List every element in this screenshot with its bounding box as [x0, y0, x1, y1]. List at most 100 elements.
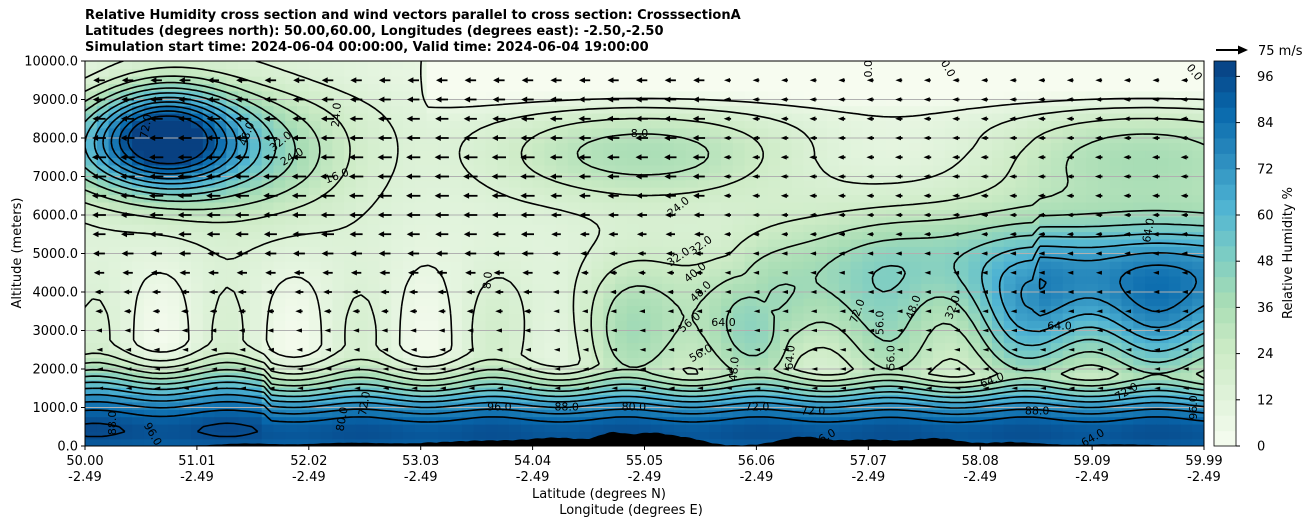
field-cell — [308, 275, 322, 284]
field-cell — [238, 231, 251, 240]
field-cell — [379, 216, 393, 225]
field-cell — [438, 342, 451, 351]
field-cell — [685, 98, 699, 107]
field-cell — [344, 431, 357, 440]
field-cell — [768, 186, 781, 196]
field-cell — [414, 194, 428, 203]
field-cell — [532, 216, 546, 225]
field-cell — [391, 246, 404, 255]
field-cell — [1015, 61, 1029, 70]
field-cell — [791, 283, 805, 292]
field-cell — [438, 290, 451, 299]
field-cell — [791, 201, 805, 210]
field-cell — [143, 223, 157, 233]
field-cell — [132, 68, 145, 77]
field-cell — [1039, 372, 1052, 381]
field-cell — [450, 68, 463, 77]
field-cell — [167, 260, 181, 270]
field-cell — [108, 409, 122, 418]
field-cell — [132, 83, 145, 92]
field-cell — [768, 379, 781, 388]
field-cell — [520, 223, 534, 233]
field-cell — [862, 209, 875, 218]
field-cell — [1098, 164, 1111, 173]
field-cell — [155, 194, 169, 203]
field-cell — [1062, 194, 1076, 203]
field-cell — [85, 61, 98, 70]
field-cell — [1109, 112, 1123, 121]
field-cell — [874, 164, 887, 173]
field-cell — [709, 312, 722, 321]
field-cell — [391, 423, 404, 432]
field-cell — [1133, 290, 1146, 299]
field-cell — [615, 357, 628, 366]
field-cell — [709, 320, 722, 329]
field-cell — [803, 120, 817, 129]
field-cell — [414, 112, 428, 121]
field-cell — [179, 253, 192, 262]
field-cell — [1050, 105, 1064, 114]
field-cell — [1003, 275, 1017, 284]
field-cell — [450, 149, 463, 158]
field-cell — [1074, 260, 1087, 270]
field-cell — [1121, 209, 1135, 218]
field-cell — [1086, 201, 1099, 210]
field-cell — [662, 423, 675, 432]
field-cell — [1145, 149, 1158, 158]
field-cell — [626, 209, 640, 218]
field-cell — [980, 246, 993, 255]
field-cell — [685, 401, 699, 410]
field-cell — [261, 223, 275, 233]
field-cell — [143, 246, 157, 255]
field-cell — [532, 268, 546, 277]
field-cell — [1121, 186, 1135, 196]
field-cell — [179, 112, 192, 121]
field-cell — [1192, 253, 1204, 262]
field-cell — [544, 320, 557, 329]
field-cell — [791, 194, 805, 203]
field-cell — [155, 260, 169, 270]
field-cell — [579, 290, 593, 299]
field-cell — [1098, 394, 1111, 403]
field-cell — [414, 305, 428, 314]
field-cell — [968, 431, 981, 440]
field-cell — [414, 283, 428, 292]
field-cell — [874, 423, 887, 432]
field-cell — [320, 186, 334, 196]
field-cell — [108, 231, 122, 240]
field-cell — [414, 120, 428, 129]
field-cell — [874, 253, 887, 262]
field-cell — [202, 320, 216, 329]
field-cell — [697, 379, 711, 388]
field-cell — [1168, 105, 1182, 114]
field-cell — [96, 61, 110, 70]
field-cell — [1015, 416, 1029, 425]
field-cell — [179, 120, 192, 129]
field-cell — [155, 201, 169, 210]
field-cell — [944, 297, 958, 307]
field-cell — [226, 290, 239, 299]
field-cell — [214, 105, 228, 114]
field-cell — [367, 283, 381, 292]
field-cell — [249, 238, 263, 247]
field-cell — [403, 90, 416, 99]
field-cell — [355, 401, 369, 410]
field-cell — [909, 409, 923, 418]
field-cell — [249, 312, 263, 321]
field-cell — [909, 349, 923, 358]
field-cell — [1133, 357, 1146, 366]
field-cell — [626, 305, 640, 314]
field-cell — [191, 68, 204, 77]
field-cell — [827, 68, 840, 77]
field-cell — [909, 260, 923, 270]
field-cell — [1109, 194, 1123, 203]
field-cell — [968, 105, 981, 114]
field-cell — [473, 416, 487, 425]
field-cell — [838, 260, 852, 270]
field-cell — [1062, 349, 1076, 358]
field-cell — [379, 253, 393, 262]
field-cell — [968, 260, 981, 270]
field-cell — [191, 342, 204, 351]
field-cell — [391, 327, 404, 336]
field-cell — [697, 268, 711, 277]
